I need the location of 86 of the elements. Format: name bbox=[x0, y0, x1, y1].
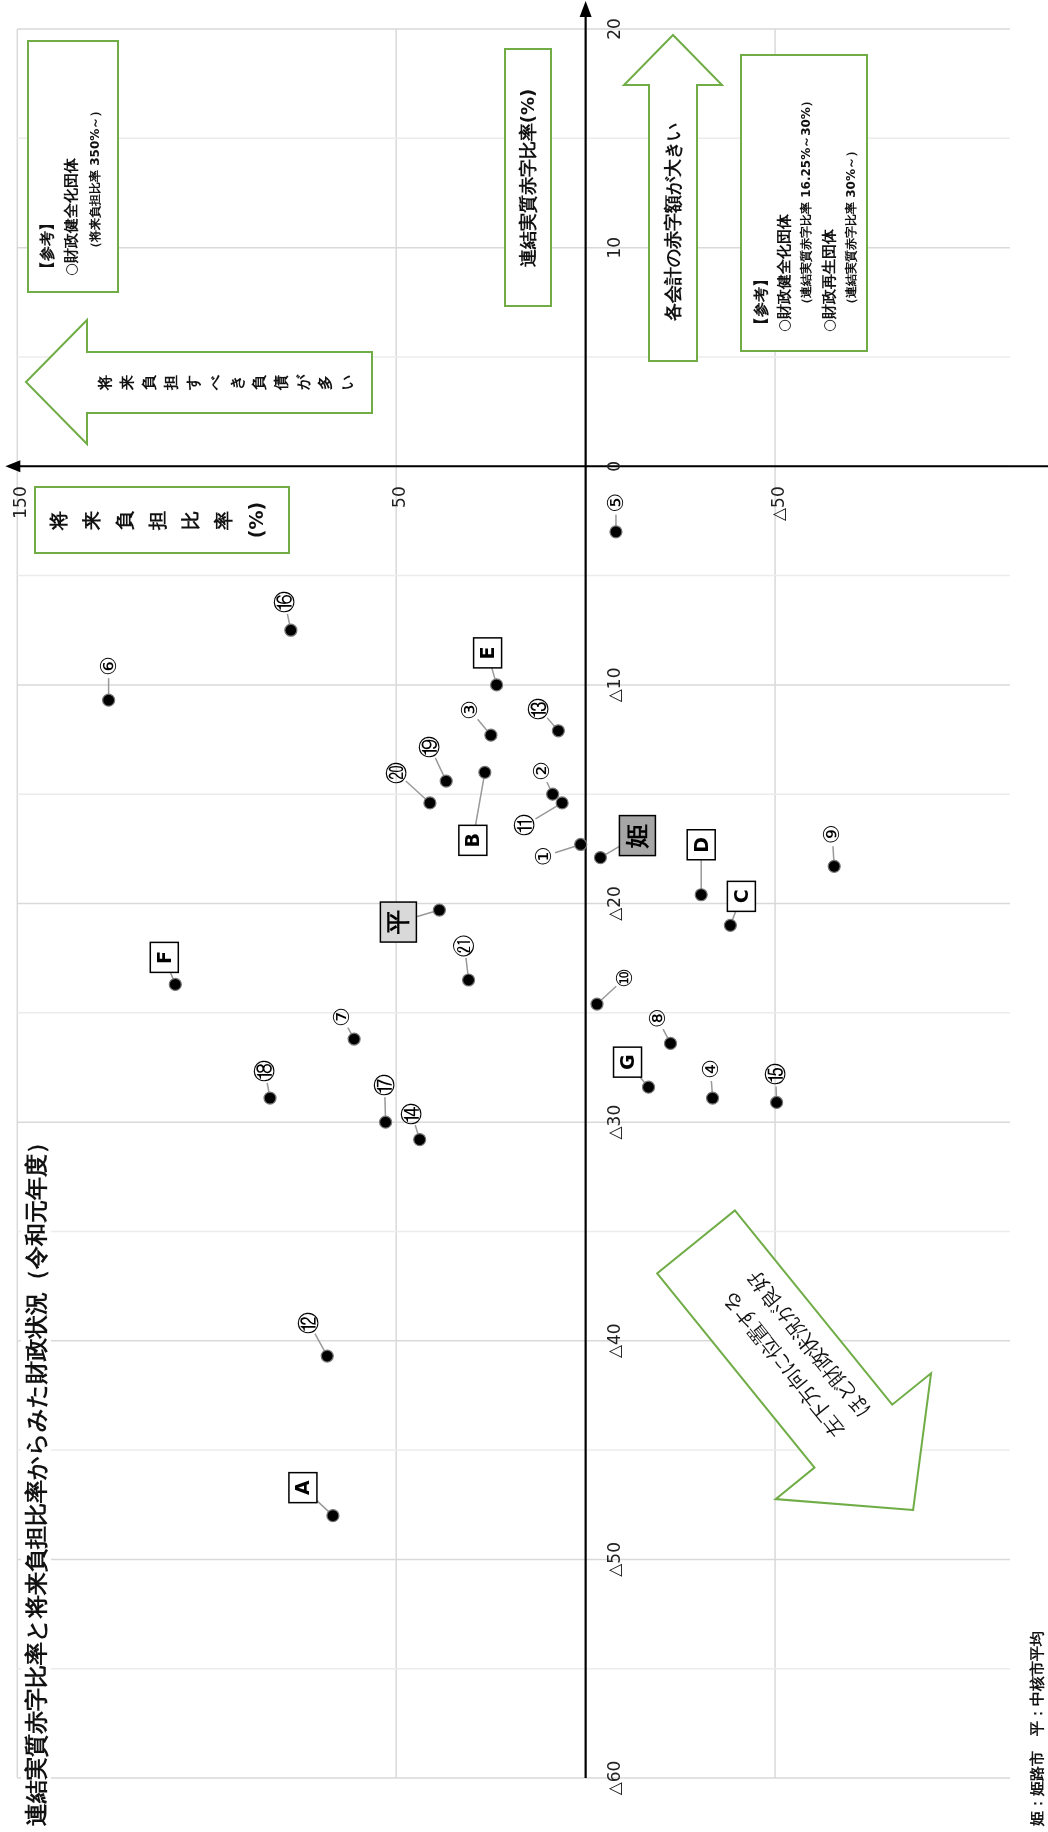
point bbox=[770, 1095, 784, 1110]
annotation: ⑬ bbox=[526, 697, 552, 720]
annotation: ⑲ bbox=[417, 736, 443, 759]
point bbox=[168, 977, 182, 991]
text: 将来負担すべき負債が多い bbox=[96, 374, 356, 390]
annotation: ⑰ bbox=[371, 1074, 397, 1097]
text: 姫：姫路市 平：中核市平均 bbox=[1028, 1631, 1046, 1827]
annotation: ⑥ bbox=[95, 656, 121, 677]
annotation: ⑯ bbox=[271, 591, 297, 614]
annotation: G bbox=[616, 1054, 639, 1070]
annotation: ⑪ bbox=[512, 813, 538, 836]
annotation: B bbox=[461, 833, 484, 848]
annotation: ① bbox=[530, 846, 556, 867]
annotation: A bbox=[291, 1480, 314, 1496]
point bbox=[641, 1080, 656, 1094]
point bbox=[705, 1091, 720, 1105]
point bbox=[593, 850, 608, 865]
annotation: ⑩ bbox=[612, 968, 638, 988]
point bbox=[555, 796, 569, 810]
point bbox=[490, 678, 504, 692]
point bbox=[326, 1509, 340, 1523]
annotation: ⑭ bbox=[398, 1102, 424, 1125]
y-tick-label: △30 bbox=[603, 1104, 624, 1140]
annotation: ⑧ bbox=[644, 1008, 670, 1029]
annotation: ⑳ bbox=[383, 761, 409, 784]
y-tick-label: △50 bbox=[603, 1542, 624, 1577]
annotation: ㉑ bbox=[451, 935, 477, 958]
point bbox=[263, 1091, 277, 1105]
point bbox=[663, 1036, 678, 1051]
annotation: （連結実質赤字比率 16.25%～30%） bbox=[799, 95, 813, 310]
annotation: ③ bbox=[456, 700, 482, 721]
point bbox=[284, 623, 298, 637]
annotation: E bbox=[476, 646, 499, 660]
point bbox=[478, 765, 492, 779]
annotation: （将来負担比率 350%～） bbox=[88, 104, 102, 254]
point bbox=[590, 997, 604, 1011]
annotation: ⑱ bbox=[252, 1060, 278, 1083]
text: 連結実質赤字比率と将来負担比率からみた財政状況（令和元年度） bbox=[23, 1131, 49, 1826]
point bbox=[546, 787, 560, 801]
y-tick-label: 10 bbox=[603, 236, 624, 259]
annotation: 【参考】 bbox=[752, 272, 770, 332]
y-tick-label: 20 bbox=[603, 18, 624, 40]
point bbox=[102, 693, 116, 707]
annotation: ⑦ bbox=[329, 1007, 355, 1027]
point bbox=[551, 724, 565, 738]
annotation: ② bbox=[528, 761, 554, 782]
annotation: ○財政再生団体 bbox=[820, 227, 838, 332]
point bbox=[609, 525, 623, 539]
annotation: ④ bbox=[697, 1059, 723, 1079]
point bbox=[694, 888, 708, 902]
point bbox=[574, 837, 588, 852]
annotation: 平 bbox=[384, 910, 413, 936]
annotation: 将来負担比率(%) bbox=[47, 501, 267, 539]
point bbox=[439, 774, 453, 788]
annotation: ⑨ bbox=[819, 824, 845, 845]
annotation: D bbox=[689, 836, 712, 853]
point bbox=[320, 1349, 334, 1363]
point bbox=[484, 728, 498, 742]
y-axis-title: 連結実質赤字比率(%) bbox=[517, 88, 538, 268]
annotation: 各会計の赤字額が大きい bbox=[662, 123, 683, 322]
annotation: F bbox=[152, 950, 175, 964]
point bbox=[347, 1032, 361, 1046]
point bbox=[423, 796, 437, 810]
x-tick-label: △50 bbox=[768, 486, 789, 521]
x-tick-label: 150 bbox=[10, 486, 31, 519]
point bbox=[723, 918, 737, 932]
annotation: （連結実質赤字比率 30%～） bbox=[844, 145, 858, 310]
annotation: ⑤ bbox=[602, 492, 628, 513]
annotation: C bbox=[729, 889, 752, 904]
y-tick-label: 0 bbox=[603, 460, 624, 472]
annotation: 姫 bbox=[623, 823, 652, 849]
point bbox=[461, 973, 476, 987]
y-tick-label: △40 bbox=[603, 1323, 624, 1359]
annotation: ⑮ bbox=[762, 1063, 788, 1086]
x-tick-label: 50 bbox=[389, 486, 410, 508]
annotation: ⑫ bbox=[296, 1312, 322, 1335]
y-tick-label: △60 bbox=[603, 1760, 624, 1796]
point bbox=[432, 903, 446, 917]
point bbox=[378, 1115, 393, 1129]
point bbox=[827, 859, 841, 873]
y-tick-label: △10 bbox=[603, 667, 624, 703]
point bbox=[413, 1133, 427, 1147]
annotation: 【参考】 bbox=[38, 216, 56, 276]
annotation: ○財政健全化団体 bbox=[62, 156, 80, 276]
y-tick-label: △20 bbox=[603, 886, 624, 921]
annotation: ○財政健全化団体 bbox=[775, 212, 793, 332]
